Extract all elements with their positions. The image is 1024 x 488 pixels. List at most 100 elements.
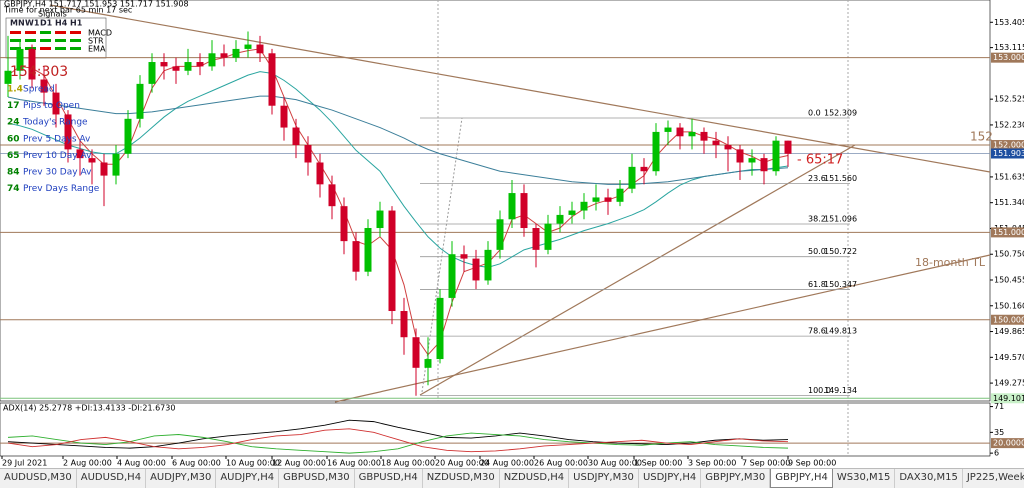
y-tick-label: 149.865 [994,327,1024,336]
support-box [991,393,1024,404]
candle-body [472,258,480,281]
chart-tab[interactable]: AUDUSD,H4 [77,469,147,488]
support-label: 149.101 [993,394,1024,403]
y-tick-label: 153.115 [994,43,1024,52]
level-box [991,314,1024,325]
candle-body [772,140,780,172]
y-tick-label: 149.570 [994,353,1024,362]
candle-body [52,92,60,115]
chart-tab[interactable]: DAX30,M15 [895,469,963,488]
y-tick-label: 149.275 [994,379,1024,388]
stat-name: Prev 30 Day Av [23,168,92,178]
chart-tab[interactable]: USDJPY,M30 [569,469,639,488]
bar-timer: - 65:17 [797,153,843,168]
candle-body [724,145,732,150]
main-pane [0,0,991,402]
fib-ratio: 100.0 [808,386,831,395]
candle-body [448,254,456,298]
adx-level-box [991,438,1024,449]
candle-body [16,48,24,71]
candle-body [124,118,132,154]
level-label: 150.000 [993,315,1024,324]
candle-body [424,359,432,368]
level-label: 152.000 [993,141,1024,150]
candle-body [568,210,576,215]
y2-tick-label: 35 [994,428,1004,437]
x-tick-label: 4 Aug 00:00 [117,459,166,468]
pips-label: 154:303 [10,64,68,80]
signal-dash [55,31,66,34]
stat-value: 65 [7,151,20,161]
signal-dash [70,31,81,34]
signal-dash [25,47,36,50]
indicator-label: STR [88,37,104,46]
candle-body [592,197,600,202]
candle-body [604,197,612,202]
chart-tab[interactable]: WS30,M15 [833,469,896,488]
y-tick-label: 152.230 [994,120,1024,129]
chart-tab[interactable]: GBPUSD,H4 [355,469,423,488]
candle-body [256,44,264,54]
last-price-box [991,148,1024,159]
x-tick-label: 30 Aug 00:00 [588,459,642,468]
candle-body [148,62,156,84]
chart-tab[interactable]: GBPJPY,M30 [701,469,771,488]
fib-ratio: 78.6 [808,327,826,336]
x-tick-label: 3 Sep 00:00 [688,459,736,468]
candle-body [412,337,420,368]
candle-body [100,162,108,176]
candle-body [184,62,192,71]
x-tick-label: 7 Sep 00:00 [742,459,790,468]
stat-value: 84 [7,168,20,178]
candle-body [580,201,588,211]
chart-tab[interactable]: AUDJPY,H4 [216,469,280,488]
candle-body [28,48,36,80]
candle-body [688,131,696,137]
chart-tab[interactable]: JP225,Weekly [963,469,1024,488]
x-tick-label: 2 Aug 00:00 [63,459,112,468]
chart-tab[interactable]: NZDUSD,H4 [500,469,570,488]
stat-value: 24 [7,118,20,128]
fib-price: 150.347 [824,280,857,289]
stat-name: Pips to Open [23,101,80,111]
x-tick-label: 18 Aug 00:00 [381,459,435,468]
chart-tab[interactable]: AUDUSD,M30 [0,469,77,488]
fib-price: 149.813 [824,327,857,336]
x-tick-label: 9 Sep 00:00 [788,459,836,468]
stat-value: 74 [7,184,20,194]
y-tick-label: 153.405 [994,18,1024,27]
candle-body [712,140,720,146]
y-tick-label: 150.750 [994,250,1024,259]
chart-tab[interactable]: GBPJPY,H4 [770,469,833,488]
candle-body [700,131,708,141]
candle-body [292,127,300,146]
y2-tick-label: 71 [994,402,1004,411]
candle-body [436,297,444,360]
chart-tab[interactable]: AUDJPY,M30 [146,469,217,488]
stat-value: 1.4 [7,85,23,95]
moving-average [7,71,789,268]
signal-dash [10,47,21,50]
candle-body [160,62,168,67]
trendline [419,144,856,396]
candle-body [544,223,552,250]
y-tick-label: 151.340 [994,198,1024,207]
stat-name: Prev Days Range [23,184,100,194]
candle-body [484,249,492,281]
chart-tab[interactable]: NZDUSD,M30 [423,469,500,488]
x-tick-label: 1 Sep 00:00 [634,459,682,468]
chart-tab[interactable]: USDJPY,H4 [639,469,702,488]
chart-tab[interactable]: GBPUSD,M30 [279,469,355,488]
timeframe: H4 [55,19,68,28]
candle-body [196,62,204,67]
candle-body [328,184,336,207]
candle-body [172,66,180,71]
timeframe: D1 [40,19,53,28]
candle-body [88,158,96,163]
candle-body [364,228,372,272]
trendline-annotation: 18-month TL [915,256,986,269]
fib-ratio: 50.0 [808,247,826,256]
signal-dash [10,39,21,42]
